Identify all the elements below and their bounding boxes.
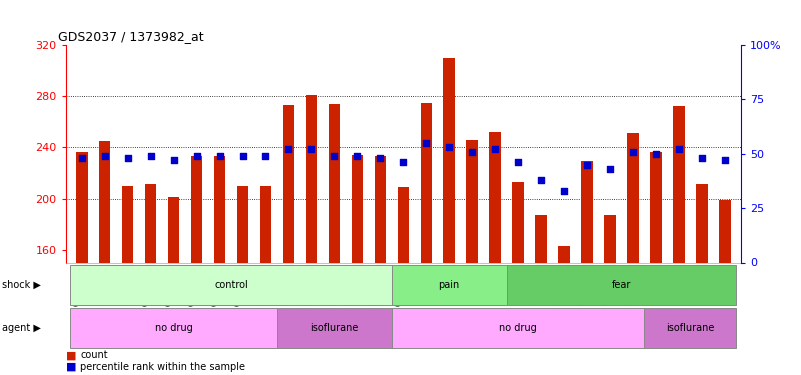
FancyBboxPatch shape: [277, 308, 392, 348]
Bar: [696, 184, 707, 375]
Point: [282, 146, 295, 152]
Point: [650, 151, 662, 157]
Bar: [375, 156, 386, 375]
Bar: [582, 161, 593, 375]
Point: [190, 153, 203, 159]
FancyBboxPatch shape: [70, 265, 392, 305]
Bar: [604, 215, 616, 375]
Bar: [122, 186, 134, 375]
Bar: [237, 186, 248, 375]
Point: [374, 155, 387, 161]
Point: [673, 146, 686, 152]
Point: [236, 153, 249, 159]
Bar: [650, 153, 662, 375]
FancyBboxPatch shape: [70, 308, 277, 348]
Text: pain: pain: [439, 280, 460, 290]
Bar: [489, 132, 501, 375]
Point: [489, 146, 501, 152]
Bar: [719, 200, 731, 375]
Point: [604, 166, 617, 172]
Text: ■: ■: [66, 351, 76, 360]
Text: count: count: [80, 351, 107, 360]
Bar: [283, 105, 294, 375]
Point: [397, 159, 410, 165]
Point: [443, 144, 456, 150]
Point: [144, 153, 157, 159]
Text: GDS2037 / 1373982_at: GDS2037 / 1373982_at: [58, 30, 203, 43]
Point: [535, 177, 548, 183]
Text: fear: fear: [612, 280, 631, 290]
Text: ■: ■: [66, 362, 76, 372]
Text: isoflurane: isoflurane: [310, 323, 359, 333]
Point: [213, 153, 226, 159]
Point: [259, 153, 272, 159]
Bar: [76, 153, 87, 375]
Text: isoflurane: isoflurane: [666, 323, 714, 333]
Bar: [306, 95, 317, 375]
Text: shock ▶: shock ▶: [2, 280, 41, 290]
Text: agent ▶: agent ▶: [2, 323, 41, 333]
Bar: [168, 197, 179, 375]
Bar: [513, 182, 524, 375]
Bar: [558, 246, 570, 375]
Bar: [673, 106, 685, 375]
FancyBboxPatch shape: [507, 265, 736, 305]
Bar: [421, 103, 432, 375]
Point: [466, 148, 479, 154]
Bar: [191, 156, 203, 375]
Point: [305, 146, 318, 152]
Point: [557, 188, 570, 194]
FancyBboxPatch shape: [645, 308, 736, 348]
Bar: [444, 58, 455, 375]
Point: [75, 155, 88, 161]
Bar: [535, 215, 547, 375]
Bar: [328, 104, 340, 375]
Bar: [397, 187, 409, 375]
Bar: [352, 155, 363, 375]
Text: percentile rank within the sample: percentile rank within the sample: [80, 362, 245, 372]
Point: [581, 162, 594, 168]
Bar: [466, 140, 478, 375]
Point: [328, 153, 340, 159]
Bar: [260, 186, 272, 375]
Bar: [99, 141, 111, 375]
Point: [718, 157, 731, 163]
Bar: [214, 156, 225, 375]
Text: control: control: [214, 280, 248, 290]
Point: [626, 148, 639, 154]
Bar: [145, 184, 156, 375]
Bar: [627, 133, 638, 375]
Point: [351, 153, 364, 159]
Point: [99, 153, 111, 159]
Text: no drug: no drug: [155, 323, 192, 333]
Point: [695, 155, 708, 161]
Point: [167, 157, 180, 163]
Text: no drug: no drug: [499, 323, 537, 333]
FancyBboxPatch shape: [392, 265, 507, 305]
Point: [121, 155, 134, 161]
Point: [420, 140, 433, 146]
FancyBboxPatch shape: [392, 308, 645, 348]
Point: [512, 159, 525, 165]
